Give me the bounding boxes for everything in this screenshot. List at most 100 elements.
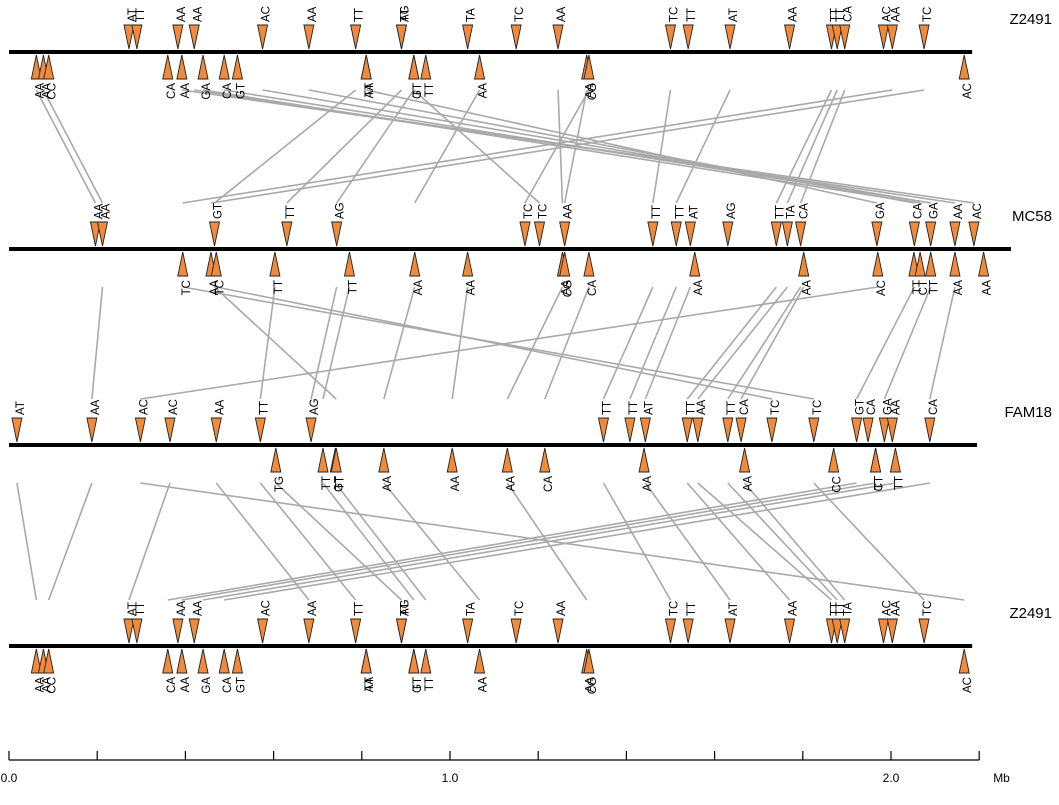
marker-bottom-triangle [177, 251, 189, 277]
synteny-connector [686, 482, 791, 601]
marker-top-triangle [350, 24, 362, 50]
marker-top-triangle [682, 618, 694, 644]
marker-top-triangle [886, 24, 898, 50]
marker-bottom-triangle [949, 251, 961, 277]
marker-bottom-label: AC [876, 280, 888, 296]
marker-bottom-triangle [176, 648, 188, 674]
marker-top-label: TT [685, 401, 697, 415]
marker-bottom-triangle [409, 251, 421, 277]
marker-top-triangle [305, 417, 317, 443]
marker-top-triangle [877, 24, 890, 50]
marker-bottom-label: GA [201, 677, 213, 694]
marker-top-triangle [519, 221, 531, 247]
marker-bottom-label: TT [874, 476, 886, 490]
marker-top-label: TT [400, 602, 412, 616]
marker-top-label: TT [258, 401, 270, 415]
marker-top-triangle [164, 417, 176, 443]
marker-bottom-label: TT [424, 83, 436, 97]
marker-top-triangle [11, 417, 23, 443]
marker-top-label: AT [643, 401, 655, 415]
marker-top-label: TC [523, 204, 535, 219]
marker-bottom-label: CA [222, 677, 234, 693]
marker-bottom-label: TT [321, 476, 333, 490]
marker-bottom-label: CA [543, 476, 555, 492]
marker-bottom-triangle [889, 447, 901, 473]
marker-bottom-triangle [162, 648, 174, 674]
synteny-connector [216, 286, 773, 400]
marker-top-triangle [722, 417, 734, 443]
marker-top-triangle [781, 221, 793, 247]
synteny-connector [883, 286, 932, 400]
marker-top-label: TC [922, 601, 934, 616]
marker-bottom-triangle [583, 648, 595, 674]
marker-top-triangle [925, 221, 937, 247]
marker-bottom-label: AC [962, 83, 974, 99]
marker-top-label: CA [928, 399, 940, 415]
marker-bottom-label: GT [412, 83, 424, 99]
marker-bottom-label: AA [41, 83, 53, 99]
marker-top-triangle [949, 221, 961, 247]
marker-bottom-triangle [408, 54, 420, 80]
marker-top-label: AG [400, 599, 412, 616]
marker-top-label: AA [890, 600, 902, 616]
marker-top-triangle [462, 618, 474, 644]
marker-top-triangle [331, 221, 343, 247]
marker-top-label: AA [192, 600, 204, 616]
marker-top-triangle [808, 417, 820, 443]
marker-bottom-label: TT [347, 280, 359, 294]
synteny-connector [506, 286, 564, 400]
marker-top-label: AT [127, 602, 139, 616]
synteny-connector [91, 286, 104, 400]
marker-top-label: TT [774, 205, 786, 219]
marker-top-label: AT [728, 8, 740, 22]
synteny-connector [140, 286, 878, 400]
marker-bottom-label: AA [953, 280, 965, 296]
marker-top-label: AA [890, 399, 902, 415]
synteny-connector [697, 482, 832, 601]
marker-bottom-label: AA [466, 280, 478, 296]
marker-top-triangle [210, 417, 222, 443]
marker-top-label: AA [563, 203, 575, 219]
marker-top-triangle [684, 221, 696, 247]
marker-top-label: TT [726, 401, 738, 415]
marker-top-triangle [510, 24, 522, 50]
marker-bottom-label: CA [166, 677, 178, 693]
marker-top-triangle [724, 24, 736, 50]
marker-top-label: GT [855, 399, 867, 415]
marker-top-triangle [89, 221, 101, 247]
marker-bottom-label: TT [273, 280, 285, 294]
backbone-layer [9, 50, 1011, 648]
marker-bottom-triangle [162, 54, 174, 80]
marker-top-label: CA [843, 6, 855, 22]
marker-bottom-triangle [197, 648, 209, 674]
marker-bottom-triangle [473, 54, 486, 80]
marker-bottom-label: CG [587, 677, 599, 694]
marker-bottom-label: CA [166, 83, 178, 99]
synteny-connector [224, 482, 930, 601]
marker-bottom-triangle [30, 648, 42, 674]
synteny-connector [128, 482, 171, 601]
marker-top-label: TA [466, 602, 478, 616]
marker-bottom-triangle [638, 447, 650, 473]
marker-top-label: AA [890, 6, 902, 22]
marker-top-label: GA [875, 202, 887, 219]
marker-bottom-triangle [420, 54, 432, 80]
marker-bottom-triangle [231, 648, 243, 674]
marker-top-label: AA [93, 203, 105, 219]
marker-bottom-label: AA [413, 280, 425, 296]
marker-bottom-label: TT [412, 83, 424, 97]
marker-top-triangle [692, 417, 704, 443]
synteny-connector [182, 286, 814, 400]
marker-top-label: TT [835, 8, 847, 22]
synteny-connector [213, 286, 337, 400]
synteny-connector [322, 286, 351, 400]
marker-bottom-label: AA [642, 476, 654, 492]
marker-top-label: AC [261, 600, 273, 616]
marker-top-label: TT [686, 8, 698, 22]
marker-bottom-label: TT [424, 677, 436, 691]
marker-top-label: TC [669, 7, 681, 22]
marker-bottom-triangle [30, 54, 42, 80]
marker-bottom-triangle [420, 648, 432, 674]
